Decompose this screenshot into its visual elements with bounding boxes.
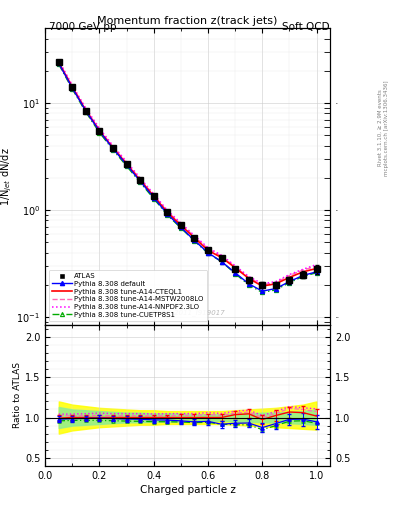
Y-axis label: Ratio to ATLAS: Ratio to ATLAS <box>13 362 22 429</box>
Legend: ATLAS, Pythia 8.308 default, Pythia 8.308 tune-A14-CTEQL1, Pythia 8.308 tune-A14: ATLAS, Pythia 8.308 default, Pythia 8.30… <box>49 270 207 321</box>
Title: Momentum fraction z(track jets): Momentum fraction z(track jets) <box>97 16 278 26</box>
Y-axis label: 1/N$_{jet}$ dN/dz: 1/N$_{jet}$ dN/dz <box>0 147 14 206</box>
X-axis label: Charged particle z: Charged particle z <box>140 485 235 495</box>
Text: Rivet 3.1.10, ≥ 2.9M events: Rivet 3.1.10, ≥ 2.9M events <box>378 90 383 166</box>
Text: ATLAS_2011_I919017: ATLAS_2011_I919017 <box>150 309 226 316</box>
Text: Soft QCD: Soft QCD <box>283 22 330 32</box>
Text: mcplots.cern.ch [arXiv:1306.3436]: mcplots.cern.ch [arXiv:1306.3436] <box>384 80 389 176</box>
Text: 7000 GeV pp: 7000 GeV pp <box>49 22 117 32</box>
